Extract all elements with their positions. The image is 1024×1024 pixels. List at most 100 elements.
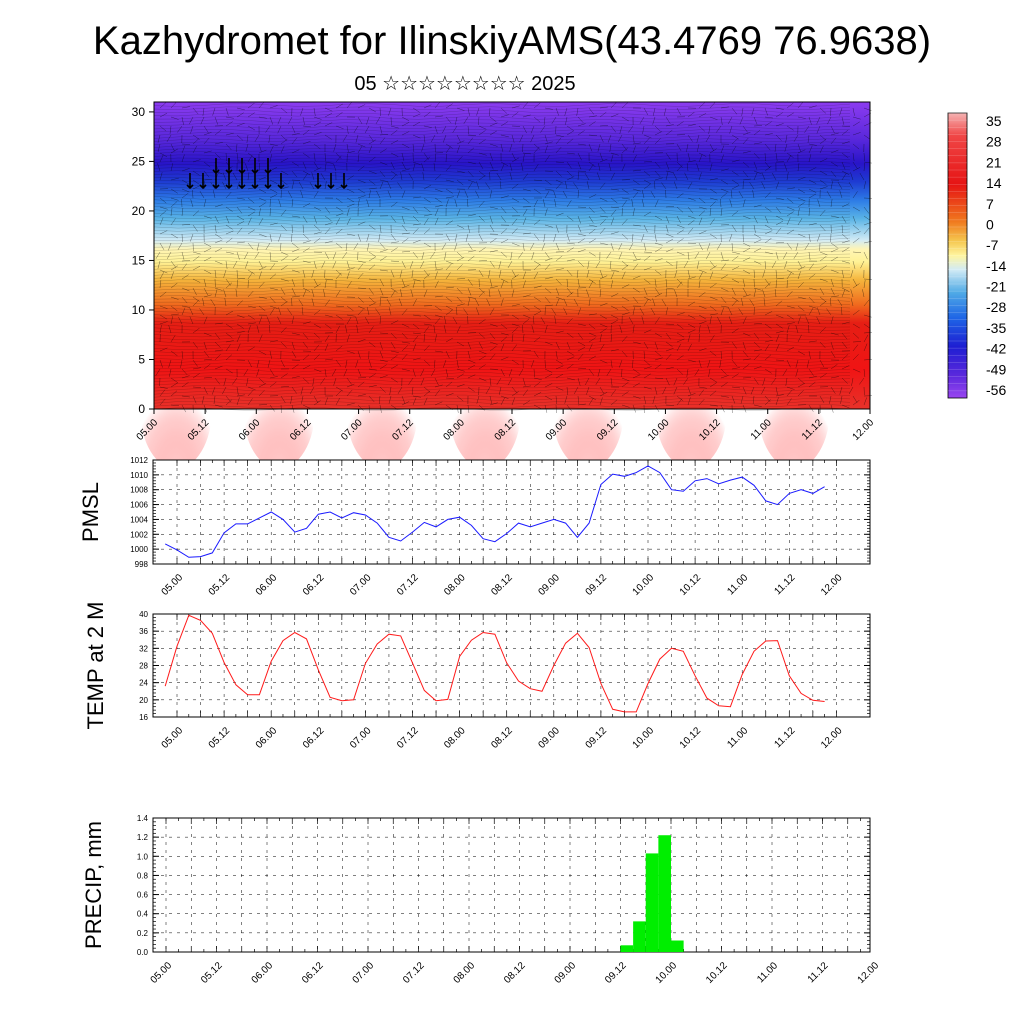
x-tick-label: 08.12 xyxy=(489,725,515,751)
pmsl-panel: 1012 1010 1008 1006 1004 1002 1000 998 05.00 05.1… xyxy=(78,456,871,598)
cross-y-tick-label: 0 xyxy=(138,402,145,416)
x-tick-label: 11.12 xyxy=(772,572,797,597)
series-line xyxy=(164,465,825,558)
x-tick-label: 10.12 xyxy=(678,725,704,751)
y-tick-label: 0.8 xyxy=(137,871,149,880)
precip-bar xyxy=(633,921,646,952)
x-tick-label: 08.12 xyxy=(502,960,528,986)
y-tick-label: 40 xyxy=(139,610,148,619)
colorbar-label: 0 xyxy=(986,216,994,232)
y-axis-label: PMSL xyxy=(78,482,103,542)
x-tick-label: 06.00 xyxy=(254,572,280,598)
y-tick-label: 0.0 xyxy=(137,948,149,957)
y-tick-label: 1004 xyxy=(130,515,148,524)
cross-y-tick-label: 30 xyxy=(132,105,146,119)
precip-bar xyxy=(658,835,671,952)
y-tick-label: 16 xyxy=(139,713,148,722)
x-tick-label: 05.12 xyxy=(199,960,225,986)
x-tick-label: 08.00 xyxy=(452,960,478,986)
x-tick-label: 07.12 xyxy=(395,572,421,598)
x-tick-label: 06.12 xyxy=(301,725,327,751)
x-tick-label: 12.00 xyxy=(819,572,845,598)
x-tick-label: 10.00 xyxy=(631,725,657,751)
y-tick-label: 36 xyxy=(139,627,148,636)
colorbar-label: 14 xyxy=(986,175,1002,191)
temp-panel: 40 36 32 28 24 20 16 05.00 05.12 06.00 06.12 07.00 0… xyxy=(83,602,871,751)
x-tick-label: 06.12 xyxy=(301,572,327,598)
cross-x-tick-label: 12.00 xyxy=(851,417,877,443)
x-tick-label: 08.12 xyxy=(489,572,515,598)
x-tick-label: 11.12 xyxy=(806,960,831,985)
x-tick-label: 11.00 xyxy=(755,960,780,985)
x-tick-label: 06.00 xyxy=(254,725,280,751)
y-tick-label: 1.4 xyxy=(137,814,149,823)
precip-bar xyxy=(645,853,659,952)
colorbar-label: 7 xyxy=(986,196,994,212)
cross-y-tick-label: 25 xyxy=(132,154,146,168)
x-tick-label: 06.00 xyxy=(250,960,276,986)
x-tick-label: 05.00 xyxy=(160,572,186,598)
x-tick-label: 10.00 xyxy=(631,572,657,598)
y-tick-label: 20 xyxy=(139,696,148,705)
y-tick-label: 1000 xyxy=(130,545,148,554)
colorbar-label: -21 xyxy=(986,279,1006,295)
x-tick-label: 09.00 xyxy=(536,725,562,751)
x-tick-label: 09.12 xyxy=(603,960,629,986)
x-tick-label: 05.12 xyxy=(207,572,233,598)
x-tick-label: 12.00 xyxy=(819,725,845,751)
x-tick-label: 08.00 xyxy=(442,725,468,751)
x-tick-label: 10.00 xyxy=(654,960,680,986)
x-tick-label: 08.00 xyxy=(442,572,468,598)
colorbar-label: 35 xyxy=(986,113,1002,129)
precip-bar xyxy=(620,945,634,952)
cross-y-tick-label: 20 xyxy=(132,204,146,218)
x-tick-label: 05.00 xyxy=(160,725,186,751)
y-tick-label: 0.2 xyxy=(137,929,149,938)
main-title: Kazhydromet for IlinskiyAMS(43.4769 76.9… xyxy=(92,19,932,63)
x-tick-label: 09.00 xyxy=(536,572,562,598)
y-tick-label: 1012 xyxy=(130,456,148,465)
y-tick-label: 0.4 xyxy=(137,910,149,919)
x-tick-label: 09.12 xyxy=(584,725,610,751)
colorbar-label: -7 xyxy=(986,237,999,253)
colorbar-label: 21 xyxy=(986,154,1002,170)
x-tick-label: 11.12 xyxy=(772,725,797,750)
y-tick-label: 998 xyxy=(135,560,149,569)
colorbar-label: 28 xyxy=(986,134,1002,150)
x-tick-label: 07.00 xyxy=(348,725,374,751)
x-tick-label: 11.00 xyxy=(725,725,750,750)
y-axis-label: PRECIP, mm xyxy=(81,821,106,949)
y-tick-label: 24 xyxy=(139,679,148,688)
y-tick-label: 1006 xyxy=(130,501,148,510)
x-tick-label: 09.12 xyxy=(584,572,610,598)
precip-bar xyxy=(671,940,684,952)
colorbar-label: -14 xyxy=(986,258,1006,274)
cross-y-tick-label: 10 xyxy=(132,303,146,317)
x-tick-label: 12.00 xyxy=(856,960,882,986)
precip-panel: 1.4 1.2 1.0 0.8 0.6 0.4 0.2 0.005.00 05.12 06.00 0… xyxy=(81,814,881,986)
x-tick-label: 07.12 xyxy=(395,725,421,751)
chart-subtitle: 05 ☆☆☆☆☆☆☆☆ 2025 xyxy=(354,73,576,95)
colorbar-label: -49 xyxy=(986,361,1006,377)
colorbar-label: -56 xyxy=(986,382,1006,398)
x-tick-label: 10.12 xyxy=(678,572,704,598)
x-tick-label: 05.00 xyxy=(149,960,175,986)
y-tick-label: 1010 xyxy=(130,471,148,480)
y-tick-label: 32 xyxy=(139,644,148,653)
x-tick-label: 10.12 xyxy=(704,960,730,986)
y-tick-label: 28 xyxy=(139,662,148,671)
y-tick-label: 1.2 xyxy=(137,833,149,842)
x-tick-label: 05.12 xyxy=(207,725,233,751)
y-tick-label: 0.6 xyxy=(137,891,149,900)
x-tick-label: 07.00 xyxy=(351,960,377,986)
y-tick-label: 1.0 xyxy=(137,852,149,861)
y-axis-label: TEMP at 2 M xyxy=(83,602,108,730)
cross-y-tick-label: 5 xyxy=(138,352,145,366)
series-line xyxy=(164,614,825,713)
x-tick-label: 06.12 xyxy=(300,960,326,986)
colorbar: 35 28 21 14 7 0 -7 -14 -21 -28 -35 -42 -49 -56 xyxy=(947,112,1006,399)
y-tick-label: 1002 xyxy=(130,530,148,539)
colorbar-label: -28 xyxy=(986,299,1006,315)
